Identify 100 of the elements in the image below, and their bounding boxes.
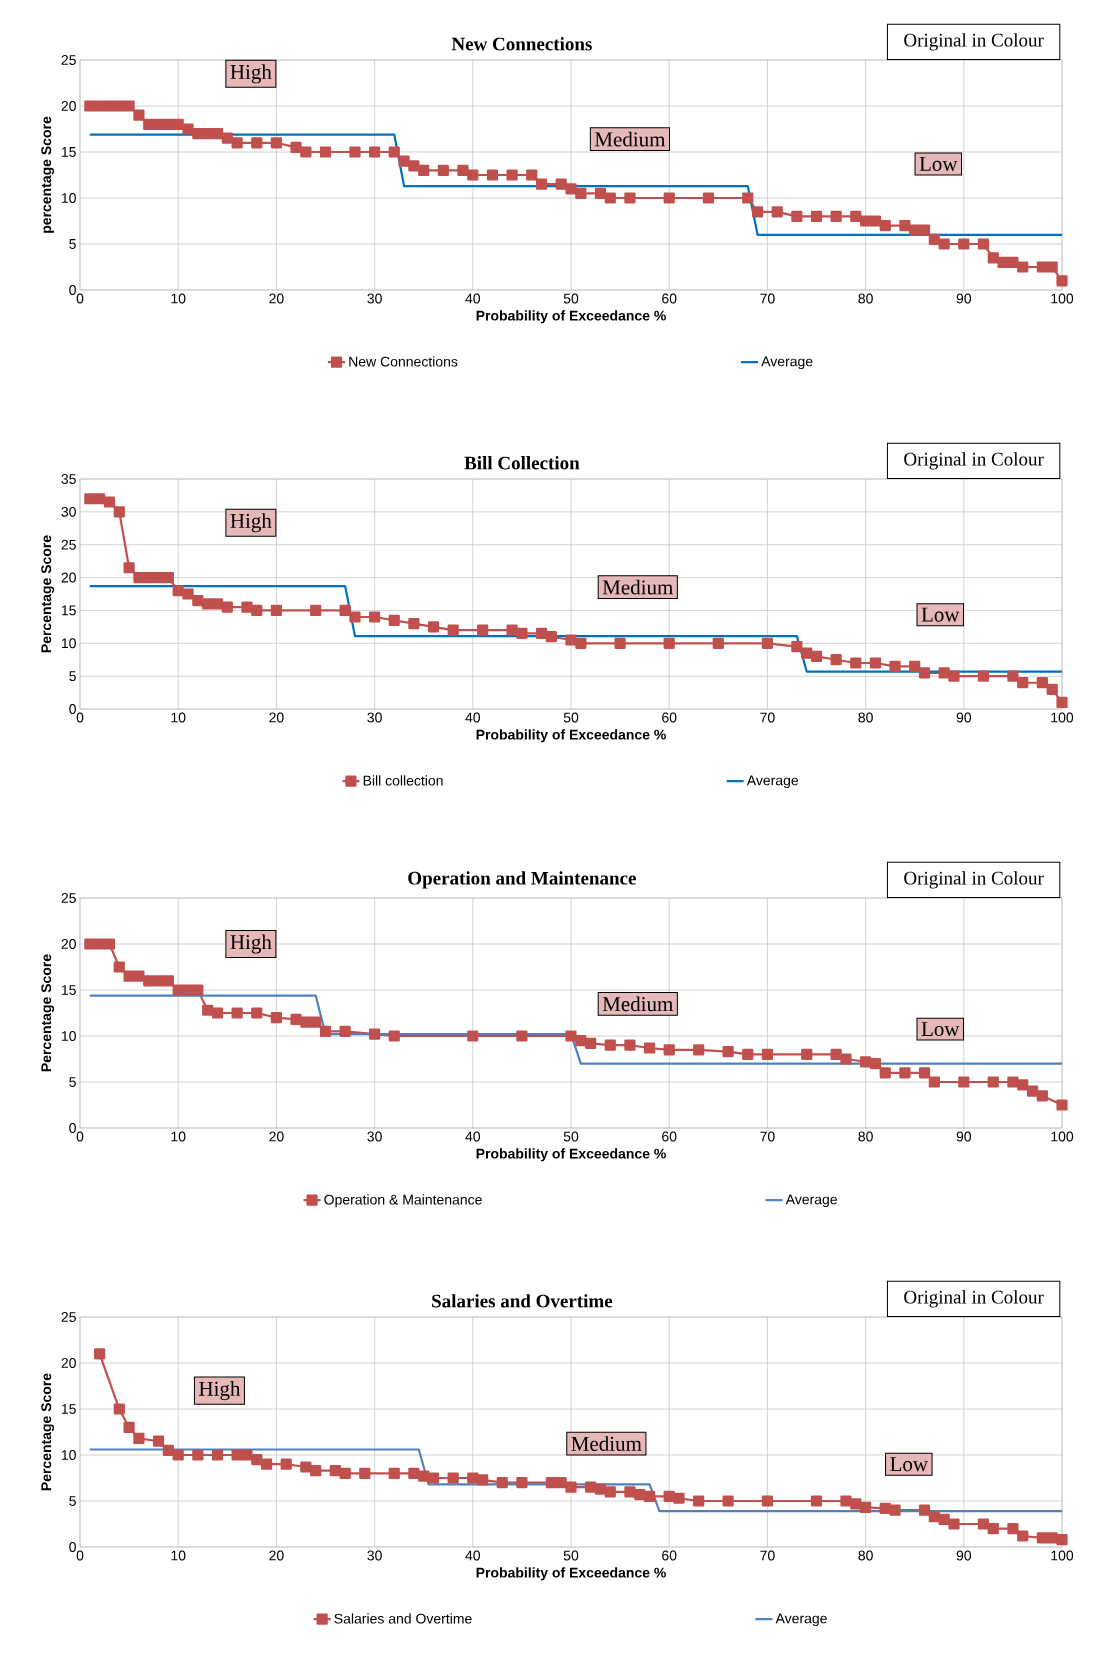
point <box>192 594 204 607</box>
annotation: High <box>199 1381 241 1401</box>
y-axis-title: Percentage Score <box>41 1373 55 1491</box>
point <box>143 975 155 987</box>
annotation: Medium <box>571 1436 642 1451</box>
x-tick-label: 30 <box>367 712 382 723</box>
x-tick-label: 100 <box>1051 293 1074 304</box>
point <box>1007 670 1019 682</box>
x-axis-title: Probability of Exceedance % <box>476 310 666 324</box>
point <box>722 1495 734 1507</box>
y-tick-label: 35 <box>61 474 76 484</box>
point <box>565 1481 577 1493</box>
point <box>84 493 96 505</box>
point <box>349 611 361 623</box>
y-tick-label: 0 <box>69 285 76 295</box>
point <box>113 506 125 518</box>
point <box>84 938 96 950</box>
point <box>918 1504 931 1516</box>
point <box>761 1495 774 1507</box>
x-tick-label: 80 <box>858 293 873 304</box>
x-tick-label: 70 <box>760 293 775 304</box>
y-tick-label: 25 <box>61 539 76 550</box>
point <box>202 1004 214 1016</box>
point <box>310 604 322 617</box>
point <box>565 1030 577 1042</box>
text: Original in Colour <box>904 33 1044 51</box>
text: Original in Colour <box>904 871 1044 889</box>
x-tick-label: 0 <box>76 712 84 723</box>
point <box>889 1504 901 1516</box>
legend-label: Salaries and Overtime <box>334 1613 472 1624</box>
point <box>103 496 116 508</box>
point <box>133 970 145 982</box>
point <box>162 571 174 584</box>
point <box>860 1501 872 1514</box>
annotation: High <box>230 934 272 954</box>
point <box>506 624 518 636</box>
point <box>1017 1079 1029 1091</box>
point <box>614 637 626 649</box>
point <box>477 1474 489 1486</box>
y-tick-label: 15 <box>61 147 76 157</box>
x-axis-title: Probability of Exceedance % <box>476 1567 666 1581</box>
point <box>830 654 842 666</box>
point <box>516 1477 528 1489</box>
legend-label: New Connections <box>349 356 458 367</box>
point <box>565 634 577 646</box>
point <box>319 1025 332 1038</box>
x-tick-label: 60 <box>662 1550 677 1561</box>
annotation: Low <box>919 156 958 171</box>
annotation: Medium <box>594 131 666 147</box>
point <box>427 1472 440 1484</box>
point <box>1007 1076 1019 1088</box>
x-tick-label: 80 <box>858 712 873 723</box>
y-tick-label: 15 <box>61 985 76 995</box>
x-tick-label: 30 <box>367 1131 382 1142</box>
point <box>791 640 803 653</box>
point <box>182 588 194 600</box>
point <box>545 631 557 643</box>
point <box>977 1518 990 1530</box>
point <box>192 1449 204 1461</box>
legend-label: Operation & Maintenance <box>324 1194 482 1208</box>
y-tick-label: 15 <box>61 605 76 616</box>
point <box>987 1076 999 1088</box>
x-tick-label: 90 <box>956 1131 972 1142</box>
x-tick-label: 30 <box>367 1550 382 1561</box>
y-tick-label: 25 <box>61 893 76 903</box>
point <box>94 938 106 950</box>
x-tick-label: 70 <box>760 1131 775 1142</box>
x-tick-label: 90 <box>956 712 972 723</box>
x-axis-title: Probability of Exceedance % <box>476 1148 666 1162</box>
x-tick-label: 80 <box>858 1550 873 1561</box>
y-tick-label: 0 <box>69 1542 76 1552</box>
point <box>810 650 823 663</box>
point <box>300 1016 312 1028</box>
point <box>918 1067 931 1079</box>
y-tick-label: 20 <box>61 101 76 111</box>
point <box>369 611 381 623</box>
x-tick-label: 0 <box>76 1550 84 1561</box>
x-tick-label: 0 <box>76 293 84 304</box>
y-tick-label: 25 <box>61 1312 76 1322</box>
point <box>388 1030 400 1042</box>
point <box>879 1067 891 1079</box>
point <box>496 1477 508 1489</box>
x-tick-label: 70 <box>760 1550 775 1561</box>
point <box>231 1449 243 1461</box>
point <box>673 1492 685 1504</box>
point <box>761 637 774 649</box>
y-tick-label: 5 <box>69 671 76 682</box>
x-tick-label: 0 <box>76 1131 84 1142</box>
point <box>270 1012 282 1024</box>
x-tick-label: 30 <box>367 293 382 304</box>
y-tick-label: 25 <box>61 55 76 65</box>
point <box>1056 1534 1068 1546</box>
y-tick-label: 10 <box>61 193 76 203</box>
point <box>604 1039 616 1051</box>
point <box>152 1435 165 1447</box>
point <box>103 938 116 950</box>
point <box>948 1518 960 1530</box>
x-axis-title: Probability of Exceedance % <box>476 729 666 743</box>
point <box>516 1030 528 1042</box>
point <box>869 1058 882 1070</box>
